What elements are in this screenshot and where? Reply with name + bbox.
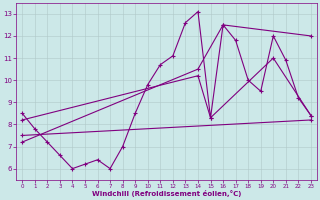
X-axis label: Windchill (Refroidissement éolien,°C): Windchill (Refroidissement éolien,°C) xyxy=(92,190,241,197)
